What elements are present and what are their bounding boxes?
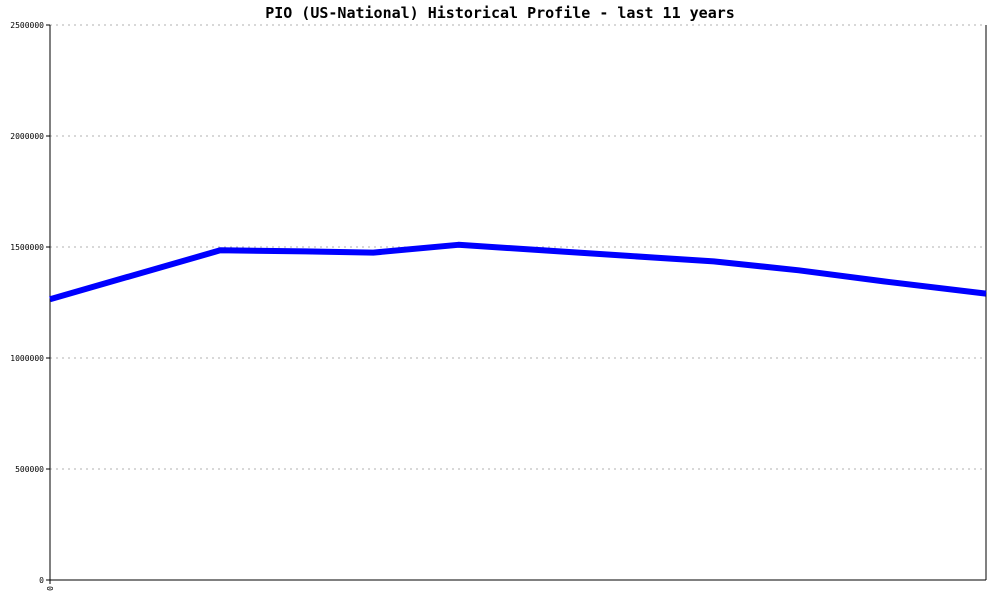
series-layer	[49, 241, 987, 303]
y-tick-label: 2000000	[10, 132, 44, 141]
axis-layer	[49, 25, 987, 581]
y-tick-label: 1500000	[10, 243, 44, 252]
y-tick-label: 500000	[15, 465, 44, 474]
series-line	[49, 241, 987, 303]
y-tick-label: 1000000	[10, 354, 44, 363]
chart-title: PIO (US-National) Historical Profile - l…	[265, 4, 735, 22]
x-tick-label: 0	[46, 586, 55, 591]
tick-layer: 0 500000 1000000 1500000 2000000 2500000 0	[10, 21, 55, 591]
y-tick-label: 0	[39, 576, 44, 585]
y-tick-label: 2500000	[10, 21, 44, 30]
